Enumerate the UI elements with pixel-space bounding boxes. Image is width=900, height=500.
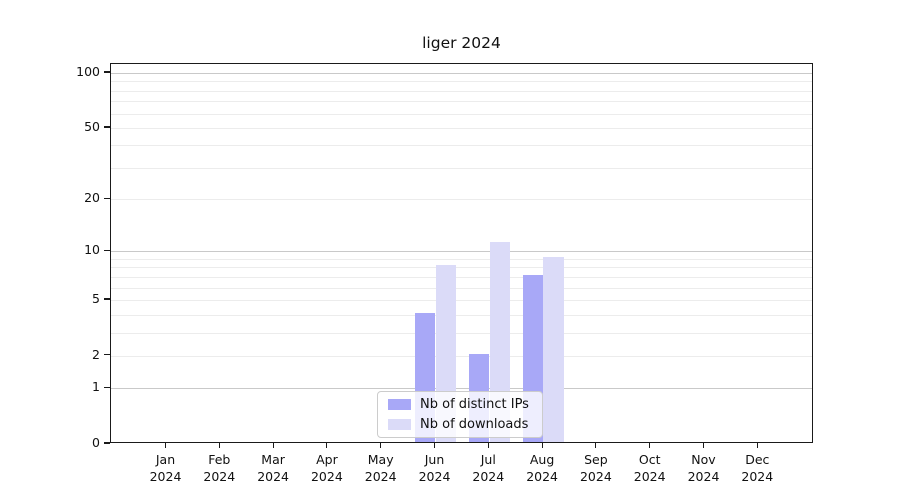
y-tick xyxy=(104,354,110,356)
x-tick-label: Mar 2024 xyxy=(257,452,289,484)
minor-gridline xyxy=(111,332,812,334)
y-tick-label: 20 xyxy=(84,190,100,206)
minor-gridline xyxy=(111,276,812,278)
gridline xyxy=(111,355,812,357)
gridline xyxy=(111,199,812,201)
y-tick xyxy=(104,71,110,73)
legend: Nb of distinct IPs Nb of downloads xyxy=(377,391,543,438)
x-tick-label: Feb 2024 xyxy=(203,452,236,484)
legend-label: Nb of downloads xyxy=(420,417,529,432)
x-tick xyxy=(272,443,274,448)
minor-gridline xyxy=(111,287,812,289)
minor-gridline xyxy=(111,101,812,103)
x-tick xyxy=(541,443,543,448)
major-gridline xyxy=(111,73,812,75)
plot-area xyxy=(110,63,813,443)
y-tick xyxy=(104,126,110,128)
x-tick xyxy=(756,443,758,448)
x-tick xyxy=(487,443,489,448)
x-tick xyxy=(164,443,167,448)
minor-gridline xyxy=(111,314,812,316)
x-tick xyxy=(649,443,651,448)
minor-gridline xyxy=(111,267,812,269)
x-tick-label: Sep 2024 xyxy=(579,452,612,484)
major-gridline xyxy=(111,388,812,390)
y-tick-label: 50 xyxy=(84,118,100,134)
gridline xyxy=(111,127,812,129)
x-tick xyxy=(218,443,220,448)
x-tick-label: Aug 2024 xyxy=(526,452,558,484)
legend-label: Nb of distinct IPs xyxy=(420,397,529,412)
x-tick-label: Apr 2024 xyxy=(310,452,343,484)
distinct-ips-swatch-icon xyxy=(388,399,411,410)
minor-gridline xyxy=(111,90,812,92)
y-tick-label: 5 xyxy=(92,290,100,306)
minor-gridline xyxy=(111,113,812,115)
y-tick xyxy=(104,442,110,444)
bar-downloads xyxy=(543,256,564,442)
x-tick-label: Jan 2024 xyxy=(149,452,182,484)
x-tick-label: Oct 2024 xyxy=(633,452,666,484)
y-tick xyxy=(104,249,110,251)
y-tick-label: 0 xyxy=(92,435,100,450)
major-gridline xyxy=(111,251,812,253)
chart-title: liger 2024 xyxy=(422,34,501,52)
x-tick xyxy=(433,443,436,448)
x-tick-label: Jun 2024 xyxy=(418,452,451,484)
y-tick xyxy=(104,386,110,388)
y-tick-label: 1 xyxy=(92,379,100,395)
y-tick xyxy=(104,197,110,199)
legend-item-downloads: Nb of downloads xyxy=(386,416,534,433)
x-tick-label: Nov 2024 xyxy=(687,452,720,484)
y-tick-label: 100 xyxy=(76,64,100,80)
y-tick-label: 2 xyxy=(92,346,100,362)
x-tick-label: Jul 2024 xyxy=(472,452,505,484)
x-tick xyxy=(380,443,382,448)
legend-item-distinct-ips: Nb of distinct IPs xyxy=(386,396,534,413)
gridline xyxy=(111,299,812,301)
x-tick xyxy=(595,443,597,448)
x-tick xyxy=(702,443,705,448)
y-tick xyxy=(104,298,110,300)
minor-gridline xyxy=(111,258,812,260)
downloads-swatch-icon xyxy=(388,419,411,430)
y-tick-label: 10 xyxy=(84,242,100,258)
minor-gridline xyxy=(111,81,812,83)
minor-gridline xyxy=(111,167,812,169)
x-tick xyxy=(326,443,328,448)
x-tick-label: May 2024 xyxy=(364,452,397,484)
minor-gridline xyxy=(111,145,812,147)
x-tick-label: Dec 2024 xyxy=(741,452,774,484)
